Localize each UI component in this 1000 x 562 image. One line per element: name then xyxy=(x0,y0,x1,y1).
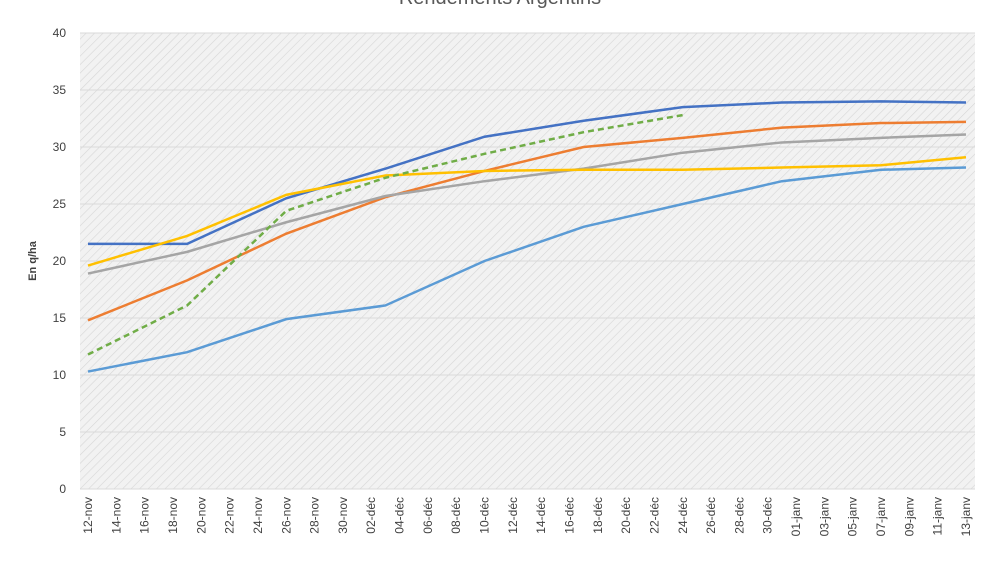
y-tick-label: 35 xyxy=(53,83,67,97)
x-tick-label: 05-janv xyxy=(846,497,860,536)
x-tick-label: 24-nov xyxy=(251,497,265,534)
x-tick-label: 20-déc xyxy=(619,497,633,534)
x-tick-label: 26-déc xyxy=(704,497,718,534)
y-axis-label: En q/ha xyxy=(27,240,39,281)
x-tick-label: 26-nov xyxy=(279,497,293,534)
x-tick-label: 16-nov xyxy=(138,497,152,534)
y-tick-label: 10 xyxy=(53,368,67,382)
y-tick-label: 25 xyxy=(53,197,67,211)
x-tick-label: 01-janv xyxy=(789,497,803,536)
y-tick-label: 20 xyxy=(53,254,67,268)
x-tick-label: 14-nov xyxy=(109,497,123,534)
x-tick-label: 16-déc xyxy=(562,497,576,534)
x-tick-label: 08-déc xyxy=(449,497,463,534)
x-tick-label: 09-janv xyxy=(902,497,916,536)
x-tick-label: 11-janv xyxy=(931,497,945,535)
y-tick-label: 0 xyxy=(59,482,66,496)
x-tick-label: 30-nov xyxy=(336,497,350,534)
x-tick-label: 28-déc xyxy=(732,497,746,534)
y-tick-label: 5 xyxy=(59,425,66,439)
x-tick-label: 10-déc xyxy=(478,497,492,534)
x-tick-label: 14-déc xyxy=(534,497,548,534)
y-tick-label: 40 xyxy=(53,26,67,40)
series-line xyxy=(87,120,967,322)
x-tick-label: 24-déc xyxy=(676,497,690,534)
y-tick-label: 30 xyxy=(53,140,67,154)
x-tick-label: 03-janv xyxy=(817,497,831,536)
x-tick-label: 07-janv xyxy=(874,497,888,536)
x-tick-label: 13-janv xyxy=(959,497,973,536)
x-tick-label: 30-déc xyxy=(761,497,775,534)
series-line xyxy=(87,133,967,275)
x-tick-label: 02-déc xyxy=(364,497,378,534)
chart-title: Rendements Argentins xyxy=(399,0,601,9)
series-line xyxy=(88,100,967,246)
y-tick-label: 15 xyxy=(53,311,67,325)
series-line xyxy=(87,113,683,356)
x-tick-label: 28-nov xyxy=(308,497,322,534)
x-tick-label: 22-déc xyxy=(647,497,661,534)
x-tick-label: 18-nov xyxy=(166,497,180,534)
series-line xyxy=(87,156,967,267)
x-tick-label: 12-nov xyxy=(81,497,95,534)
series-line xyxy=(87,166,967,373)
x-tick-label: 12-déc xyxy=(506,497,520,534)
x-tick-label: 18-déc xyxy=(591,497,605,534)
x-tick-label: 22-nov xyxy=(223,497,237,534)
x-tick-label: 06-déc xyxy=(421,497,435,534)
x-tick-label: 20-nov xyxy=(194,497,208,534)
x-tick-label: 04-déc xyxy=(393,497,407,534)
